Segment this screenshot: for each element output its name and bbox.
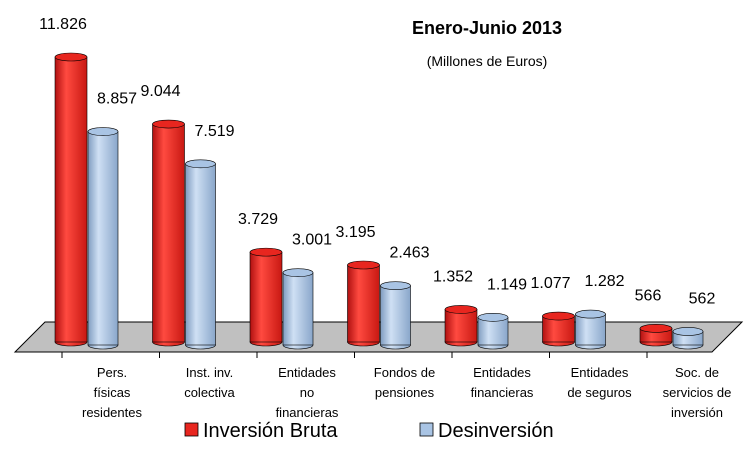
data-label: 7.519 [194,123,234,140]
bar [542,311,575,347]
bar-top [444,305,478,314]
legend-swatch [184,422,199,437]
bar-top [185,159,216,169]
bar-body [477,317,509,346]
x-tick-label: Pers. físicas residentes [82,365,142,420]
bar-body [444,309,478,343]
bar [54,52,88,347]
x-tick-label: Entidades de seguros [567,365,632,400]
chart-title: Enero-Junio 2013 [412,18,562,38]
bar-top [87,127,119,136]
data-label: 3.195 [335,224,375,241]
bar [444,305,478,347]
bar [380,281,411,350]
data-label: 1.352 [433,268,473,285]
bar-body [542,315,575,343]
bar-top [575,309,606,319]
x-tick-label-line: inversión [671,405,723,420]
bar [249,247,283,347]
bar-top [477,313,509,322]
bar [575,309,606,350]
x-tick-label: Soc. de servicios de inversión [663,365,732,420]
data-label: 3.001 [292,232,332,249]
x-tick-label-line: de seguros [567,385,632,400]
data-label: 1.149 [487,276,527,293]
data-label: 3.729 [238,211,278,228]
x-tick-label-line: Fondos de [374,365,435,380]
data-label: 1.282 [584,273,624,290]
data-label: 11.826 [39,16,87,33]
x-tick-label-line: Entidades [571,365,629,380]
x-tick-label: Entidades financieras [471,365,534,400]
x-tick-label-line: no [300,385,314,400]
bar-top [672,327,704,336]
bar-top [347,260,380,270]
bar [282,268,314,350]
x-tick-label-line: residentes [82,405,142,420]
chart-subtitle: (Millones de Euros) [427,53,548,69]
x-tick-label-line: Soc. de [675,365,719,380]
x-tick-label-line: pensiones [375,385,435,400]
bar-body [249,251,283,343]
bar-top [542,311,575,321]
bar-body [282,272,314,346]
x-tick-label-line: financieras [276,405,339,420]
bar-body [347,264,380,343]
legend-swatch [419,422,434,437]
x-tick-label-line: Entidades [278,365,336,380]
x-tick-label-line: colectiva [184,385,235,400]
x-tick-label-line: servicios de [663,385,732,400]
x-tick-label: Inst. inv. colectiva [184,365,235,400]
bar [477,313,509,350]
bar [672,327,704,350]
bar [152,119,185,347]
x-tick-label-line: Inst. inv. [186,365,233,380]
bar-body [380,285,411,346]
bar-body [152,123,185,343]
bar-top [54,52,88,62]
data-label: 8.857 [97,91,137,108]
bar-top [639,324,673,333]
bar-body [87,131,119,346]
bar [639,324,673,347]
data-label: 9.044 [140,83,180,100]
legend-label: Inversión Bruta [203,420,338,442]
data-label: 1.077 [530,275,570,292]
bar-top [152,119,185,129]
x-tick-label-line: físicas [94,385,131,400]
x-tick-label-line: financieras [471,385,534,400]
x-tick-label-line: Pers. [97,365,127,380]
bar-body [575,313,606,346]
bar-top [282,268,314,277]
bar [87,127,119,350]
x-tick-label: Fondos de pensiones [374,365,435,400]
bar [347,260,380,347]
data-label: 566 [635,287,662,304]
bar-body [54,56,88,343]
bar-top [380,281,411,290]
legend-label: Desinversión [438,420,554,442]
bar [185,159,216,350]
bar-body [185,163,216,346]
data-label: 562 [689,290,716,307]
x-tick-label: Entidades no financieras [276,365,339,420]
bar-top [249,247,283,257]
data-label: 2.463 [389,245,429,262]
x-tick-label-line: Entidades [473,365,531,380]
